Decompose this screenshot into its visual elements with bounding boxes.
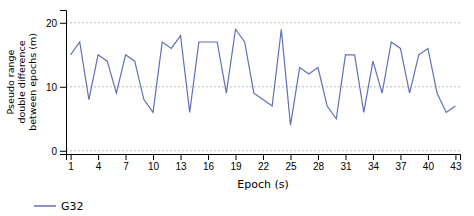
legend-label: G32 (61, 200, 84, 213)
x-tick-mark (98, 154, 99, 160)
legend-item: G32 (34, 200, 84, 213)
x-tick-label: 25 (285, 161, 297, 172)
x-tick-label: 16 (203, 161, 215, 172)
x-tick: 34 (368, 154, 380, 172)
x-tick-mark (455, 154, 456, 160)
y-tick-label: 20 (46, 18, 58, 29)
y-axis-line (60, 11, 67, 155)
x-tick-mark (153, 154, 154, 160)
y-tick-mark (60, 23, 66, 24)
legend-swatch (34, 205, 56, 207)
x-tick-mark (318, 154, 319, 160)
x-tick-mark (126, 154, 127, 160)
x-tick-label: 37 (395, 161, 407, 172)
x-tick-label: 19 (230, 161, 242, 172)
y-axis-title: Pseudo rangedouble differencebetween epo… (5, 33, 38, 131)
x-tick: 16 (203, 154, 215, 172)
x-tick-mark (181, 154, 182, 160)
y-tick: 0 (51, 146, 66, 157)
x-tick-label: 22 (258, 161, 270, 172)
x-tick: 22 (258, 154, 270, 172)
x-tick-mark (263, 154, 264, 160)
x-tick: 25 (285, 154, 297, 172)
y-axis-title-line: Pseudo range (5, 49, 16, 114)
y-tick-mark (60, 87, 66, 88)
y-tick-mark (60, 151, 66, 152)
x-tick-mark (373, 154, 374, 160)
x-tick-label: 43 (450, 161, 462, 172)
grid (66, 23, 460, 151)
x-tick-mark (345, 154, 346, 160)
x-tick: 1 (68, 154, 74, 172)
x-tick: 28 (313, 154, 325, 172)
y-tick-label: 10 (46, 82, 58, 93)
x-tick-mark (236, 154, 237, 160)
legend: G32 (34, 200, 84, 213)
grid-line (66, 22, 460, 23)
x-tick-label: 31 (340, 161, 352, 172)
marks (71, 29, 456, 125)
x-tick-mark (428, 154, 429, 160)
x-tick: 40 (423, 154, 435, 172)
x-axis-line (67, 155, 461, 161)
series-line (71, 29, 456, 125)
chart: 1 4 7 10 13 16 19 22 25 28 31 34 37 40 43 0 10 20 Epoch (s… (0, 0, 474, 216)
grid-line (66, 86, 460, 87)
x-tick: 19 (230, 154, 242, 172)
x-tick-label: 13 (175, 161, 187, 172)
x-tick: 7 (123, 154, 129, 172)
x-tick-mark (71, 154, 72, 160)
x-tick-label: 40 (423, 161, 435, 172)
x-tick: 10 (148, 154, 160, 172)
x-tick-label: 7 (123, 161, 129, 172)
x-tick: 31 (340, 154, 352, 172)
x-tick-label: 34 (368, 161, 380, 172)
y-axis-title-line: double difference (16, 40, 27, 123)
y-axis-title-line: between epochs (m) (27, 33, 38, 131)
grid-line (66, 150, 460, 151)
x-tick: 43 (450, 154, 462, 172)
x-tick: 37 (395, 154, 407, 172)
x-axis-title: Epoch (s) (237, 178, 289, 191)
x-tick-label: 28 (313, 161, 325, 172)
x-tick-label: 4 (96, 161, 102, 172)
y-tick: 10 (46, 82, 66, 93)
x-tick-label: 10 (148, 161, 160, 172)
y-tick-label: 0 (51, 146, 57, 157)
plot-area: 1 4 7 10 13 16 19 22 25 28 31 34 37 40 43 0 10 20 (46, 11, 462, 173)
x-tick-mark (208, 154, 209, 160)
x-tick-mark (400, 154, 401, 160)
x-tick-mark (290, 154, 291, 160)
x-tick: 4 (96, 154, 102, 172)
y-tick: 20 (46, 18, 66, 29)
x-tick: 13 (175, 154, 187, 172)
x-axis: 1 4 7 10 13 16 19 22 25 28 31 34 37 40 43 (67, 154, 462, 172)
y-axis: 0 10 20 (46, 11, 67, 157)
x-tick-label: 1 (68, 161, 74, 172)
